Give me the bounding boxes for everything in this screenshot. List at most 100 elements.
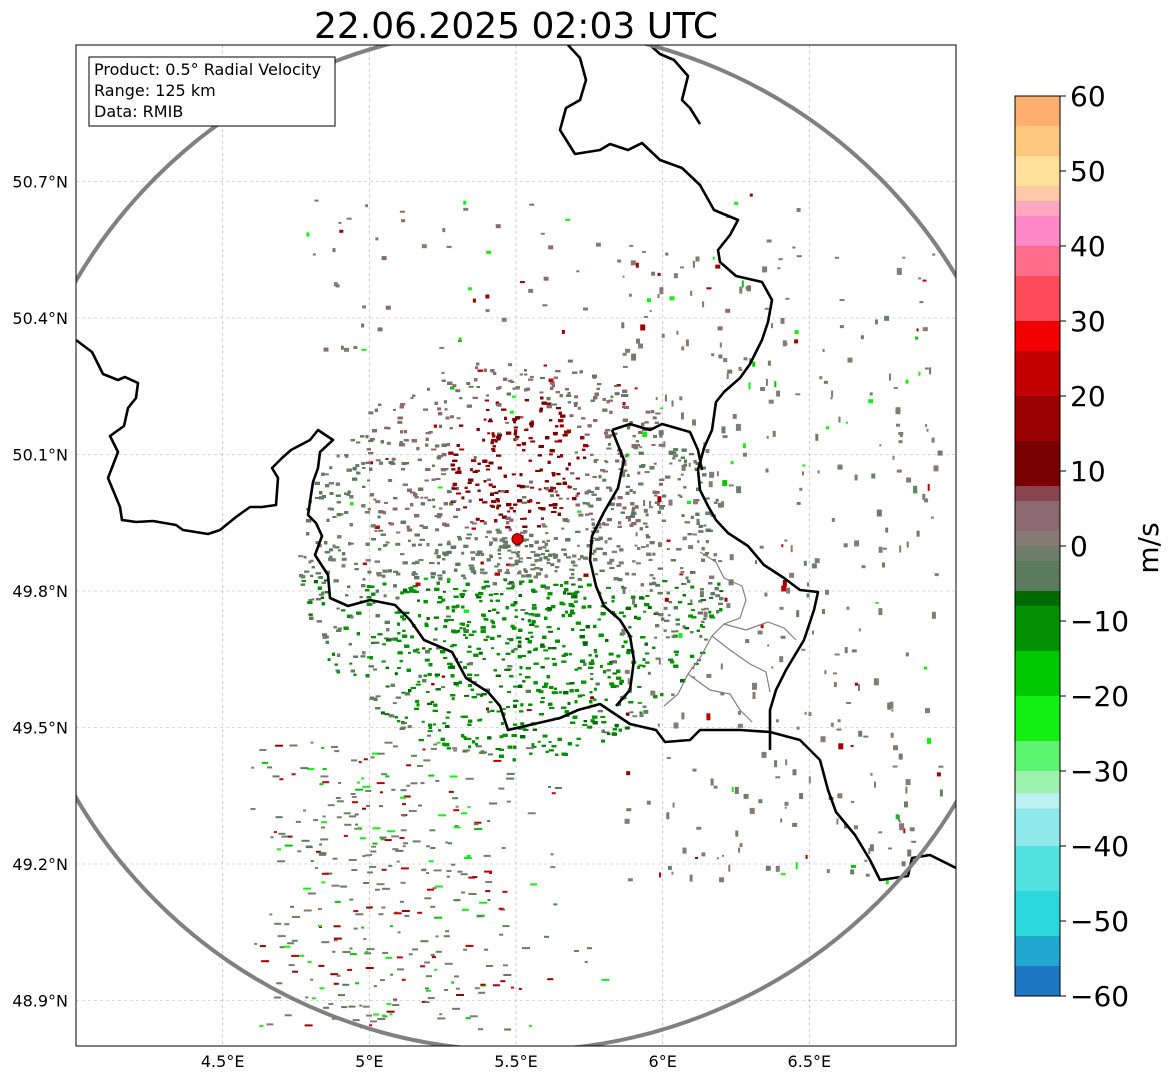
- radar-echo-pixel: [512, 395, 516, 398]
- radar-echo-pixel: [386, 441, 391, 445]
- radar-echo-pixel: [588, 504, 594, 508]
- radar-echo-pixel: [491, 625, 496, 629]
- radar-echo-pixel: [675, 630, 679, 633]
- radar-echo-pixel: [463, 634, 466, 637]
- radar-echo-pixel: [652, 416, 657, 420]
- radar-echo-pixel: [392, 507, 398, 511]
- radar-echo-pixel: [553, 506, 557, 509]
- radar-echo-pixel: [488, 418, 492, 422]
- radar-echo-pixel: [496, 386, 501, 390]
- radar-echo-pixel: [411, 543, 416, 547]
- radar-echo-pixel: [538, 488, 542, 491]
- radar-echo-pixel: [576, 544, 580, 547]
- radar-echo-pixel: [658, 482, 663, 486]
- radar-echo-pixel: [672, 454, 678, 458]
- radar-echo-pixel: [415, 699, 420, 703]
- radar-echo-pixel: [629, 711, 634, 714]
- radar-echo-pixel: [355, 464, 360, 468]
- radar-echo-pixel: [483, 751, 487, 754]
- radar-echo-pixel: [457, 535, 461, 538]
- radar-echo-pixel: [508, 528, 512, 532]
- radar-echo-pixel: [455, 389, 461, 393]
- radar-echo-pixel: [647, 606, 652, 609]
- radar-echo-pixel: [626, 474, 630, 477]
- radar-echo-pixel: [508, 363, 513, 367]
- radar-echo-pixel: [478, 651, 483, 655]
- radar-echo-pixel: [463, 506, 468, 509]
- radar-echo-pixel: [595, 573, 599, 576]
- radar-echo-pixel: [637, 666, 641, 669]
- radar-echo-pixel: [665, 636, 670, 639]
- radar-echo-pixel: [437, 407, 442, 411]
- radar-echo-pixel: [383, 594, 387, 598]
- radar-echo-pixel: [529, 375, 534, 378]
- radar-echo-pixel: [415, 683, 421, 686]
- radar-echo-pixel: [645, 595, 650, 597]
- radar-echo-pixel: [537, 740, 541, 743]
- radar-echo-pixel: [702, 466, 706, 470]
- radar-echo-pixel: [443, 640, 446, 643]
- radar-echo-pixel: [507, 510, 511, 513]
- radar-echo-pixel: [623, 640, 628, 644]
- radar-echo-pixel: [427, 730, 433, 733]
- radar-echo-pixel: [642, 658, 646, 662]
- radar-echo-pixel: [400, 615, 405, 619]
- radar-echo-pixel: [647, 671, 651, 675]
- radar-echo-pixel: [609, 682, 615, 686]
- radar-echo-pixel: [519, 560, 523, 563]
- radar-echo-pixel: [483, 418, 487, 421]
- radar-echo-pixel: [466, 382, 471, 385]
- radar-echo-pixel: [427, 387, 430, 391]
- radar-echo-pixel: [582, 694, 585, 697]
- radar-echo-pixel: [546, 558, 550, 562]
- radar-echo-pixel: [625, 516, 631, 519]
- radar-echo-pixel: [462, 589, 467, 592]
- radar-echo-pixel: [719, 590, 724, 593]
- radar-echo-pixel: [645, 410, 651, 414]
- radar-echo-pixel: [658, 443, 664, 447]
- radar-echo-pixel: [673, 448, 679, 452]
- radar-echo-pixel: [488, 701, 493, 704]
- radar-echo-pixel: [506, 587, 512, 590]
- radar-echo-pixel: [587, 725, 593, 729]
- radar-echo-pixel: [298, 555, 304, 558]
- radar-echo-pixel: [655, 583, 661, 587]
- radar-echo-pixel: [464, 694, 470, 697]
- radar-echo-pixel: [518, 673, 522, 676]
- radar-echo-pixel: [441, 371, 445, 374]
- radar-echo-pixel: [562, 477, 566, 480]
- radar-echo-pixel: [531, 743, 535, 747]
- radar-echo-pixel: [466, 650, 472, 653]
- radar-echo-pixel: [469, 468, 473, 472]
- radar-echo-pixel: [367, 656, 370, 659]
- radar-echo-pixel: [674, 586, 679, 589]
- radar-echo-pixel: [548, 453, 553, 456]
- radar-echo-pixel: [451, 697, 455, 701]
- radar-echo-pixel: [566, 682, 572, 685]
- radar-echo-pixel: [417, 651, 421, 654]
- radar-echo-pixel: [315, 541, 320, 545]
- radar-echo-pixel: [559, 584, 563, 587]
- radar-echo-pixel: [644, 471, 650, 474]
- radar-echo-pixel: [485, 535, 488, 538]
- radar-echo-pixel: [489, 541, 493, 545]
- radar-echo-pixel: [653, 462, 657, 465]
- radar-echo-pixel: [488, 483, 493, 487]
- radar-echo-pixel: [622, 506, 627, 510]
- radar-echo-pixel: [349, 662, 353, 665]
- radar-echo-pixel: [520, 722, 525, 726]
- radar-echo-pixel: [441, 473, 446, 476]
- radar-echo-pixel: [437, 486, 443, 489]
- radar-echo-pixel: [473, 456, 477, 460]
- radar-echo-pixel: [677, 494, 681, 497]
- radar-echo-pixel: [512, 418, 518, 421]
- radar-echo-pixel: [590, 659, 594, 662]
- radar-echo-pixel: [407, 528, 413, 532]
- radar-echo-pixel: [548, 630, 553, 633]
- radar-echo-pixel: [599, 664, 603, 668]
- radar-echo-pixel: [510, 624, 515, 628]
- radar-echo-pixel: [434, 627, 438, 631]
- radar-echo-pixel: [457, 629, 461, 633]
- radar-echo-pixel: [535, 567, 541, 570]
